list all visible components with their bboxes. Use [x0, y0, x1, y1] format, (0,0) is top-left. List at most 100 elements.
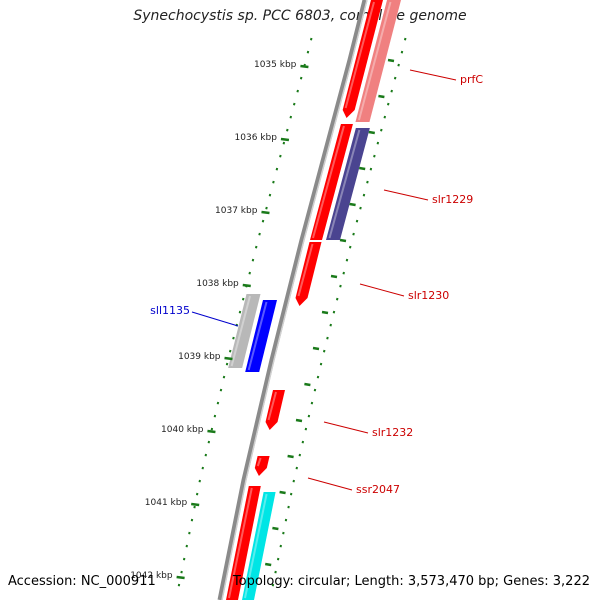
gene-prfc-shade	[355, 0, 401, 122]
tick-dot-left	[210, 427, 214, 431]
topology-text: Topology: circular; Length: 3,573,470 bp…	[232, 574, 590, 589]
tick-dot-right	[390, 89, 393, 93]
tick-dot-right	[393, 76, 397, 80]
tick-dot-right	[386, 102, 390, 106]
tick-dot-left	[286, 128, 289, 132]
tick-dot-right	[329, 323, 332, 327]
minor-tick-right	[339, 238, 347, 243]
gene-lower-cyan-shine	[244, 493, 268, 599]
tick-dot-left	[292, 102, 296, 106]
tick-dot-left	[228, 349, 232, 353]
tick-dot-left	[219, 388, 223, 392]
leader-prfC	[409, 69, 457, 81]
kbp-tick-1041	[191, 502, 200, 507]
leader-slr1229	[383, 189, 429, 201]
leader-sll1135	[191, 311, 239, 327]
tick-dot-left	[238, 310, 242, 314]
tick-dot-right	[335, 297, 339, 301]
tick-dot-right	[295, 466, 299, 470]
minor-tick-right	[272, 526, 279, 531]
gene-label-slr1232: slr1232	[372, 426, 413, 439]
genome-backbone-highlight	[221, 0, 368, 600]
gene-sll1135-shine	[247, 301, 268, 371]
tick-dot-right	[373, 154, 376, 158]
tick-dot-left	[254, 245, 258, 249]
kbp-label-1039: 1039 kbp	[178, 352, 221, 362]
tick-dot-right	[400, 50, 404, 54]
tick-dot-left	[241, 297, 245, 301]
tick-dot-right	[355, 219, 359, 223]
minor-tick-right	[368, 130, 376, 135]
minor-tick-right	[312, 346, 320, 351]
kbp-tick-1035	[300, 64, 309, 69]
genome-backbone	[217, 0, 368, 600]
kbp-label-1038: 1038 kbp	[196, 279, 239, 289]
minor-tick-right	[378, 94, 385, 99]
kbp-label-1036: 1036 kbp	[235, 133, 278, 143]
minor-tick-right	[287, 454, 294, 459]
tick-dot-left	[204, 453, 208, 457]
tick-dot-left	[213, 414, 217, 418]
tick-dot-right	[339, 284, 342, 288]
gene-prfc-top	[342, 0, 383, 118]
tick-dot-right	[369, 167, 373, 171]
tick-dot-right	[310, 401, 314, 405]
leader-slr1232	[323, 421, 369, 434]
tick-dot-left	[207, 440, 211, 444]
tick-dot-left	[265, 206, 268, 210]
gene-label-prfC: prfC	[460, 73, 483, 86]
tick-dot-left	[289, 115, 293, 119]
gene-ssr2047-shine	[256, 457, 262, 467]
tick-dot-left	[261, 219, 265, 223]
kbp-tick-1042	[176, 575, 185, 580]
minor-tick-right	[358, 166, 366, 171]
kbp-tick-1038	[242, 283, 251, 288]
tick-dot-right	[316, 375, 320, 379]
tick-dot-right	[359, 206, 362, 210]
gene-slr1229-shine	[312, 125, 345, 239]
tick-dot-right	[380, 128, 383, 132]
minor-tick-right	[387, 58, 395, 63]
tick-dot-left	[222, 375, 226, 379]
tick-dot-left	[268, 193, 272, 197]
kbp-tick-1039	[224, 356, 233, 361]
gene-slr1232	[265, 390, 285, 430]
tick-dot-left	[232, 336, 235, 340]
accession-text: Accession: NC_000911	[8, 574, 156, 589]
gene-slr1230	[295, 242, 322, 306]
tick-dot-right	[403, 37, 407, 41]
tick-dot-right	[326, 336, 329, 340]
minor-tick-right	[295, 418, 303, 423]
gene-sll1135-shade-shine	[230, 295, 251, 367]
tick-dot-left	[282, 141, 286, 145]
tick-dot-right	[322, 349, 326, 353]
gene-sll1135-shade	[228, 294, 261, 368]
gene-label-sll1135: sll1135	[150, 304, 190, 317]
tick-dot-right	[397, 63, 400, 67]
tick-dot-left	[306, 50, 310, 54]
leader-ssr2047	[307, 477, 353, 491]
tick-dot-right	[307, 414, 311, 418]
tick-dot-left	[216, 401, 220, 405]
tick-dot-right	[383, 115, 387, 119]
tick-dot-right	[319, 362, 323, 366]
kbp-label-1041: 1041 kbp	[145, 498, 188, 508]
gene-ssr2047	[254, 456, 270, 476]
kbp-tick-1037	[261, 210, 270, 215]
tick-dot-left	[225, 362, 229, 366]
tick-dot-right	[352, 232, 355, 236]
tick-dot-right	[376, 141, 380, 145]
gene-lower-red	[226, 486, 261, 600]
gene-lower-red-shine	[228, 487, 253, 599]
tick-dot-left	[296, 89, 299, 93]
kbp-label-1037: 1037 kbp	[215, 206, 258, 216]
tick-dot-left	[309, 37, 313, 41]
gene-slr1232-shine	[267, 391, 277, 421]
tick-dot-left	[258, 232, 261, 236]
tick-dot-left	[275, 167, 279, 171]
gene-sll1135	[245, 300, 277, 372]
minor-tick-right	[264, 562, 272, 567]
gene-slr1229	[310, 124, 353, 240]
tick-dot-right	[301, 440, 305, 444]
